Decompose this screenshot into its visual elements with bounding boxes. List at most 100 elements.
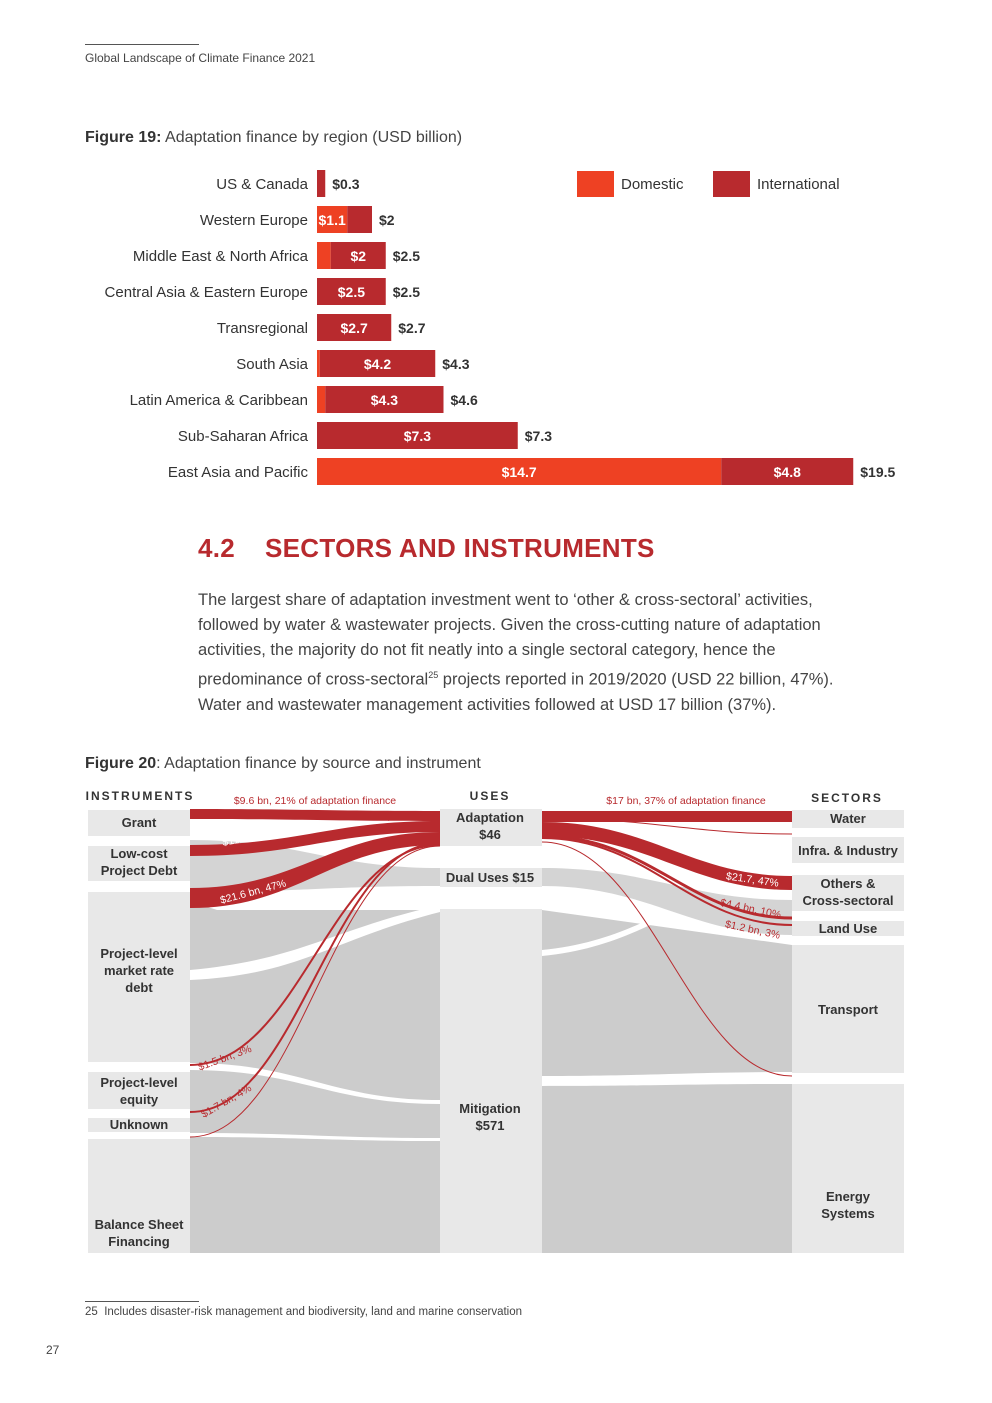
flow-gap [542, 1072, 792, 1086]
bar-segment-international [721, 458, 854, 485]
instrument-node [88, 1139, 190, 1253]
bar-value-label: $7.3 [404, 428, 431, 444]
instrument-label: Project-level market rate debt [100, 946, 177, 995]
sankey-nodes: Grant Low-cost Project Debt Project-level ma… [88, 809, 904, 1253]
bar-total-label: $2.7 [398, 320, 425, 336]
flow-gap [190, 1133, 440, 1141]
bar-total-label: $4.6 [451, 392, 478, 408]
bar-total-label: $7.3 [525, 428, 552, 444]
bar-value-label: $1.1 [319, 212, 346, 228]
bar-segment-domestic [317, 206, 348, 233]
figure-19-caption: Adaptation finance by region (USD billio… [165, 129, 463, 146]
uses-header: USES [470, 789, 511, 803]
body-line: predominance of cross-sectoral25 project… [198, 663, 888, 693]
instrument-node [88, 892, 190, 1062]
bar-total-label: $4.3 [442, 356, 469, 372]
instrument-label: Balance Sheet Financing [95, 1217, 185, 1249]
use-label: Adaptation $46 [456, 810, 524, 842]
footnote-rule [85, 1301, 199, 1302]
body-text: predominance of cross-sectoral [198, 670, 429, 689]
adaptation-thin-flows [189, 817, 793, 1138]
legend-label-domestic: Domestic [621, 176, 684, 193]
flow-gap [190, 905, 440, 980]
instrument-label: Unknown [110, 1117, 169, 1132]
bar-segment-international [317, 170, 326, 197]
flow-adaptation-water [542, 811, 792, 822]
sector-label: Energy Systems [821, 1189, 874, 1221]
section-number: 4.2 [198, 533, 236, 563]
flow-adaptation-others [542, 822, 792, 890]
figure-20-label: Figure 20 [85, 755, 157, 772]
sector-label: Transport [818, 1002, 879, 1017]
body-text: projects reported in 2019/2020 (USD 22 b… [438, 670, 834, 689]
instrument-label: Low-cost Project Debt [101, 846, 178, 878]
use-label: Mitigation $571 [459, 1101, 520, 1133]
bar-value-label: $4.8 [774, 464, 801, 480]
sector-node [792, 1084, 904, 1253]
sector-node [792, 810, 904, 828]
instrument-node [88, 810, 190, 836]
category-label: Central Asia & Eastern Europe [105, 284, 308, 301]
body-line: The largest share of adaptation investme… [198, 591, 813, 609]
category-label: Middle East & North Africa [133, 248, 309, 265]
sector-node [792, 837, 904, 863]
flow-gap [190, 1063, 440, 1104]
bar-segment-international [347, 206, 372, 233]
flow-from-dual-uses [542, 868, 792, 935]
bar-total-label: $2.5 [393, 284, 420, 300]
sector-label: Water [830, 811, 866, 826]
header-rule [85, 44, 199, 45]
flow-adaptation-transport [541, 841, 793, 1077]
category-label: Latin America & Caribbean [130, 392, 308, 409]
regional-bar-chart: US & Canada $0.3 Western Europe $1.1 $2 Middl… [105, 170, 895, 485]
footnote-text: Includes disaster-risk management and bi… [104, 1306, 523, 1318]
flow-market-adaptation [190, 832, 440, 908]
bar-segment-international [317, 422, 518, 449]
running-header: Global Landscape of Climate Finance 2021 [85, 51, 316, 65]
category-label: Sub-Saharan Africa [178, 428, 309, 445]
bar-total-label: $19.5 [860, 464, 895, 480]
bar-segment-domestic [317, 458, 722, 485]
footnote-number: 25 [85, 1306, 98, 1318]
footnote: 25 Includes disaster-risk management and… [85, 1306, 522, 1318]
body-paragraph: The largest share of adaptation investme… [198, 588, 888, 718]
category-label: East Asia and Pacific [168, 464, 309, 481]
use-node-mitigation [440, 909, 542, 1253]
figure-20-title: Figure 20: Adaptation finance by source … [85, 755, 481, 773]
bar-value-label: $2.7 [341, 320, 368, 336]
bar-segment-international [317, 278, 386, 305]
bar-total-label: $2 [379, 212, 395, 228]
use-node-dual [440, 868, 542, 887]
sector-node [792, 945, 904, 1073]
bar-value-label: $14.7 [502, 464, 537, 480]
bar-total-label: $2.5 [393, 248, 420, 264]
category-label: Western Europe [200, 212, 308, 229]
instrument-node [88, 1072, 190, 1109]
instrument-node [88, 846, 190, 881]
bar-segment-domestic [317, 386, 326, 413]
bar-segment-international [317, 314, 392, 341]
use-label: Dual Uses $15 [446, 870, 534, 885]
flow-label-water: $17 bn, 37% of adaptation finance [606, 795, 766, 807]
flow-lowcost-adaptation [190, 821, 440, 856]
sector-label: Land Use [819, 921, 878, 936]
bar-segment-domestic [317, 242, 331, 269]
bar-value-label: $2.5 [338, 284, 365, 300]
instrument-label: Project-level equity [100, 1075, 177, 1107]
sectors-header: SECTORS [811, 791, 883, 805]
body-line: Water and wastewater management activiti… [198, 695, 777, 714]
instrument-label: Grant [122, 815, 157, 830]
flow-label-grant: $9.6 bn, 21% of adaptation finance [234, 795, 396, 807]
figure-19-label: Figure 19: [85, 129, 162, 146]
sector-label: Infra. & Industry [798, 843, 898, 858]
category-label: US & Canada [216, 176, 308, 193]
figure-20-caption: : Adaptation finance by source and instr… [156, 755, 481, 772]
bar-segment-international [319, 350, 436, 377]
footnote-ref[interactable]: 25 [428, 670, 439, 680]
use-node-adaptation [440, 809, 542, 846]
flow-adaptation-infra [541, 834, 793, 920]
flow-unknown-adaptation [189, 842, 441, 1113]
body-line: followed by water & wastewater projects.… [198, 616, 821, 634]
category-label: South Asia [236, 356, 308, 373]
sector-label: Others & Cross-sectoral [802, 876, 893, 908]
